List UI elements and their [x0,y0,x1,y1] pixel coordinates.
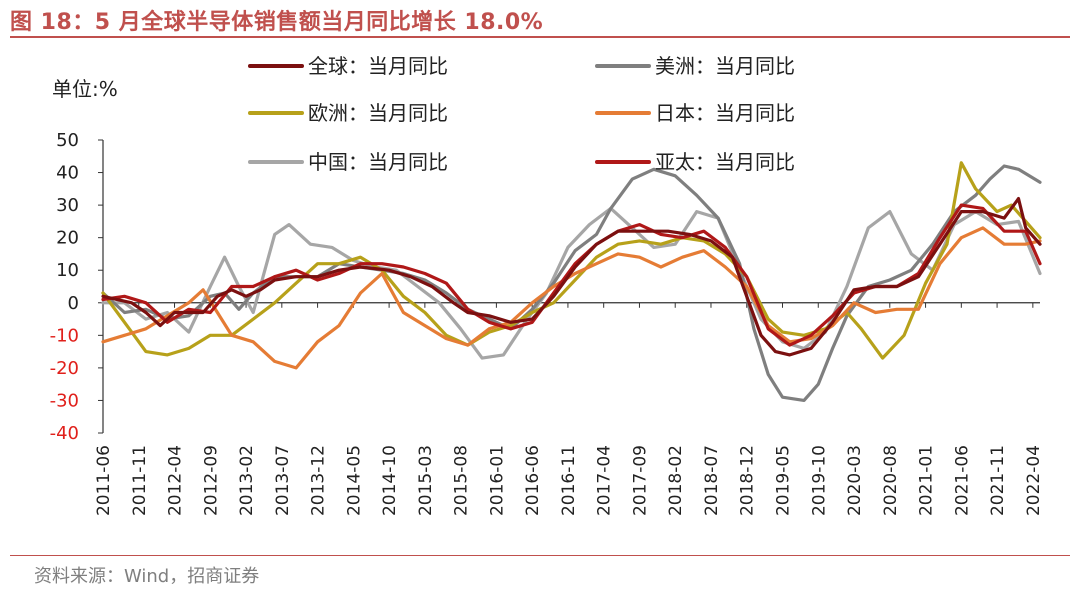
x-tick-label: 2016-01 [487,445,507,516]
x-tick-label: 2019-05 [774,445,794,516]
x-tick-label: 2020-08 [881,445,901,516]
series-lines [101,161,1042,402]
legend-label: 欧洲：当月同比 [308,101,448,125]
x-tick-label: 2018-02 [666,445,686,516]
y-tick-label: 30 [56,195,79,216]
x-tick-label: 2022-04 [1024,445,1044,516]
y-tick-label: -30 [50,390,79,411]
x-tick-label: 2012-09 [201,445,221,516]
x-tick-label: 2018-12 [738,445,758,516]
x-tick-label: 2019-10 [809,445,829,516]
unit-label: 单位:% [52,77,118,101]
x-tick-label: 2016-11 [559,445,579,516]
x-tick-label: 2012-04 [166,445,186,516]
legend-label: 美洲：当月同比 [655,54,795,78]
y-tick-label: -20 [50,358,79,379]
axes [102,140,1040,433]
series-line [101,161,1042,360]
x-tick-label: 2015-03 [416,445,436,516]
x-tick-label: 2020-03 [845,445,865,516]
legend-label: 日本：当月同比 [655,101,795,125]
legend-label: 全球：当月同比 [308,54,448,78]
y-tick-label: 10 [56,260,79,281]
x-axis-ticks: 2011-06 2011-11 2012-04 2012-09 2013-02 2013-… [94,302,1044,516]
x-tick-label: 2011-11 [130,445,150,516]
x-tick-label: 2016-06 [523,445,543,516]
x-tick-label: 2014-05 [344,445,364,516]
x-tick-label: 2011-06 [94,445,114,516]
y-tick-label: 40 [56,163,79,184]
x-tick-label: 2021-06 [952,445,972,516]
x-tick-label: 2021-11 [988,445,1008,516]
x-tick-label: 2021-01 [917,445,937,516]
source-divider [10,555,1070,556]
y-tick-label: 20 [56,228,79,249]
x-tick-label: 2018-07 [702,445,722,516]
x-tick-label: 2013-02 [237,445,257,516]
x-tick-label: 2013-07 [273,445,293,516]
title-divider [10,36,1070,38]
x-tick-label: 2015-08 [452,445,472,516]
figure-title: 图 18：5 月全球半导体销售额当月同比增长 18.0% [10,10,544,35]
legend-label: 亚太：当月同比 [655,150,795,174]
y-tick-label: -40 [50,423,79,444]
x-tick-label: 2017-09 [630,445,650,516]
y-tick-label: 50 [56,130,79,151]
legend-label: 中国：当月同比 [308,150,448,174]
y-tick-label: -10 [50,325,79,346]
x-tick-label: 2017-04 [595,445,615,516]
source-note: 资料来源：Wind，招商证券 [34,566,260,587]
series-line [101,197,1042,357]
y-axis-ticks: 50 40 30 20 10 0 -10 -20 -30 -40 [50,130,103,444]
x-tick-label: 2013-12 [309,445,329,516]
x-tick-label: 2014-10 [380,445,400,516]
y-tick-label: 0 [68,293,79,314]
